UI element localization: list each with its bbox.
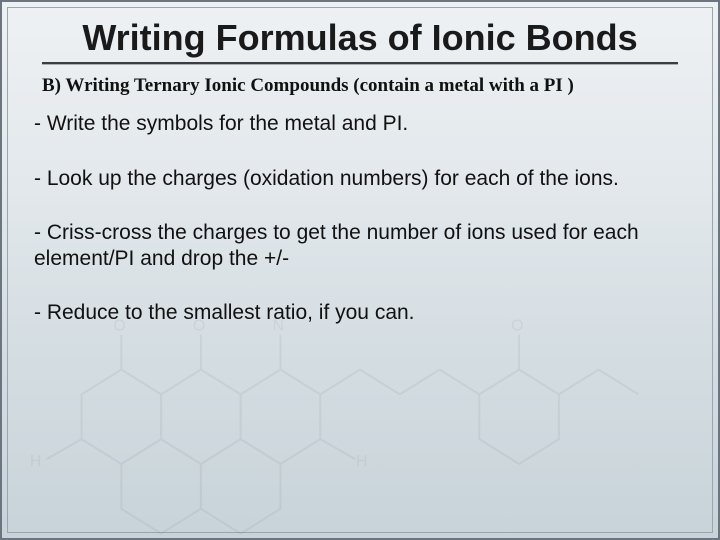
slide: O O N O H H Writing Formulas of Ionic Bo…: [0, 0, 720, 540]
slide-inner-border: [7, 7, 713, 533]
